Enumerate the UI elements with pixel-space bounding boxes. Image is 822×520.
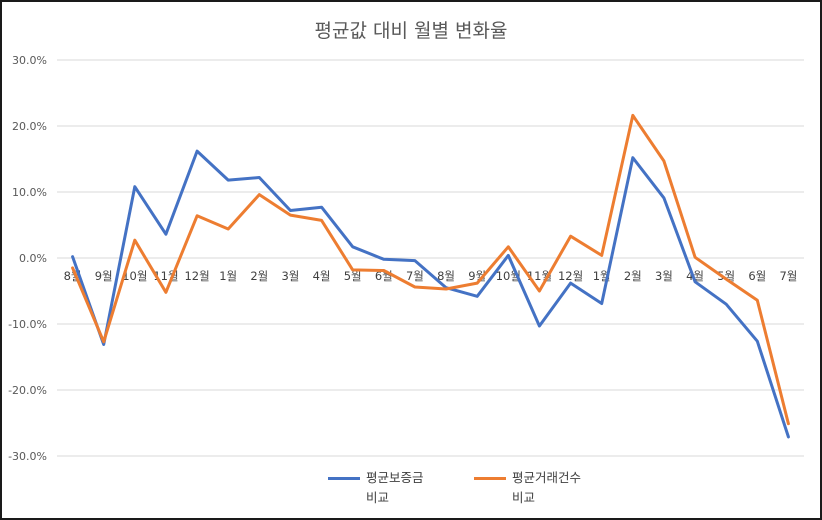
x-tick-label: 2월 [624, 269, 642, 283]
x-tick-label: 3월 [655, 269, 673, 283]
x-tick-label: 9월 [95, 269, 113, 283]
legend-label-deposit-line2: 비교 [366, 490, 390, 505]
y-tick-label: -20.0% [8, 384, 47, 397]
legend-swatch-deposit [328, 477, 360, 480]
legend-label-deposit-line1: 평균보증금 [366, 470, 424, 485]
legend-swatch-transactions [474, 477, 506, 480]
y-tick-label: 10.0% [12, 186, 47, 199]
legend-label-deposit: 평균보증금 비교 [366, 468, 446, 508]
x-tick-label: 6월 [748, 269, 766, 283]
legend-item-transactions: 평균거래건수 비교 [474, 468, 592, 508]
x-tick-label: 4월 [313, 269, 331, 283]
y-tick-label: 0.0% [19, 252, 47, 265]
y-tick-label: -30.0% [8, 450, 47, 463]
x-tick-label: 10월 [122, 269, 147, 283]
x-tick-label: 5월 [344, 269, 362, 283]
legend-label-transactions-line1: 평균거래건수 [512, 470, 582, 485]
x-tick-label: 12월 [558, 269, 583, 283]
legend-item-deposit: 평균보증금 비교 [328, 468, 446, 508]
x-tick-label: 5월 [717, 269, 735, 283]
series-line-transactions [71, 113, 790, 426]
x-tick-label: 7월 [779, 269, 797, 283]
y-tick-label: -10.0% [8, 318, 47, 331]
x-tick-label: 2월 [250, 269, 268, 283]
legend: 평균보증금 비교 평균거래건수 비교 [328, 468, 592, 508]
legend-label-transactions-line2: 비교 [512, 490, 536, 505]
x-tick-label: 12월 [184, 269, 209, 283]
x-tick-label: 8월 [437, 269, 455, 283]
x-tick-label: 3월 [281, 269, 299, 283]
y-tick-label: 30.0% [12, 54, 47, 67]
legend-label-transactions: 평균거래건수 비교 [512, 468, 592, 508]
x-tick-label: 7월 [406, 269, 424, 283]
y-tick-label: 20.0% [12, 120, 47, 133]
chart-title: 평균값 대비 월별 변화율 [314, 20, 508, 42]
series-line-deposit [71, 149, 790, 439]
x-tick-label: 1월 [219, 269, 237, 283]
